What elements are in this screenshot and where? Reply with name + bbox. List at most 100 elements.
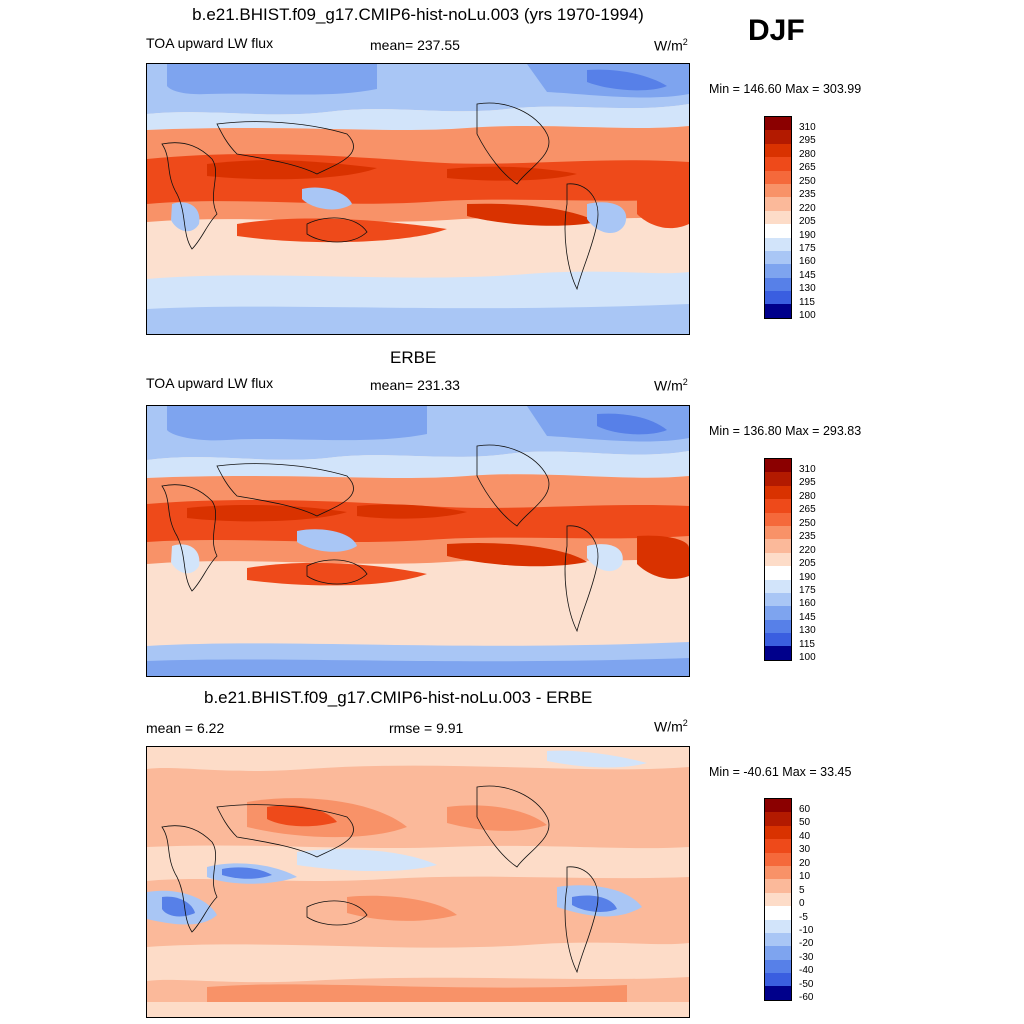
panel-3-colorbar-swatch (765, 812, 791, 826)
panel-2-colorbar-swatch (765, 459, 791, 473)
panel-2-colorbar-swatch (765, 619, 791, 634)
panel-1-colorbar-swatch (765, 304, 791, 318)
panel-3-mean-label: mean = 6.22 (146, 720, 225, 736)
panel-3-rmse-label: rmse = 9.91 (389, 720, 464, 736)
panel-1-colorbar-swatch (765, 170, 791, 184)
panel-2-colorbar-swatch (765, 552, 791, 567)
panel-3-colorbar-swatch (765, 865, 791, 880)
panel-3-colorbar-swatch (765, 919, 791, 933)
colorbar-tick-label: -10 (799, 925, 814, 936)
colorbar-tick-label: 175 (799, 585, 816, 596)
panel-1-colorbar-swatch (765, 250, 791, 265)
panel-3-title: b.e21.BHIST.f09_g17.CMIP6-hist-noLu.003 … (204, 688, 593, 707)
colorbar-tick-label: -5 (799, 912, 808, 923)
panel-2-mean-label: mean= 231.33 (370, 377, 460, 393)
panel-2-colorbar-swatch (765, 472, 791, 486)
panel-1-colorbar-swatch (765, 157, 791, 171)
panel-2-colorbar-swatch (765, 566, 791, 580)
colorbar-tick-label: 145 (799, 612, 816, 623)
panel-1-colorbar-swatch (765, 130, 791, 144)
colorbar-tick-label: 60 (799, 804, 811, 815)
panel-2-variable-label: TOA upward LW flux (146, 375, 274, 391)
colorbar-tick-label: 0 (799, 898, 805, 909)
panel-3-colorbar-swatch (765, 839, 791, 853)
panel-1-colorbar-swatch (765, 197, 791, 211)
colorbar-tick-label: 265 (799, 162, 816, 173)
colorbar-tick-label: -60 (799, 992, 814, 1003)
panel-1-colorbar (764, 116, 792, 319)
panel-3-colorbar-swatch (765, 892, 791, 907)
colorbar-tick-label: -50 (799, 979, 814, 990)
colorbar-tick-label: 220 (799, 203, 816, 214)
panel-2-colorbar-swatch (765, 592, 791, 607)
panel-1-colorbar-swatch (765, 210, 791, 225)
panel-1-colorbar-swatch (765, 237, 791, 251)
panel-3-colorbar-swatch (765, 932, 791, 947)
colorbar-tick-label: 280 (799, 491, 816, 502)
panel-2-units: W/m2 (654, 377, 688, 394)
colorbar-tick-label: 50 (799, 817, 811, 828)
panel-2-title: ERBE (390, 348, 437, 367)
colorbar-tick-label: 175 (799, 243, 816, 254)
panel-3-colorbar-swatch (765, 959, 791, 974)
colorbar-tick-label: 30 (799, 844, 811, 855)
colorbar-tick-label: 295 (799, 135, 816, 146)
colorbar-tick-label: 100 (799, 310, 816, 321)
panel-2-colorbar-swatch (765, 633, 791, 647)
colorbar-tick-label: 5 (799, 885, 805, 896)
colorbar-tick-label: 40 (799, 831, 811, 842)
panel-3-colorbar-swatch (765, 799, 791, 813)
panel-2-colorbar-swatch (765, 606, 791, 620)
panel-1-variable-label: TOA upward LW flux (146, 35, 274, 51)
colorbar-tick-label: -40 (799, 965, 814, 976)
colorbar-tick-label: 265 (799, 504, 816, 515)
panel-1-mean-label: mean= 237.55 (370, 37, 460, 53)
colorbar-tick-label: 295 (799, 477, 816, 488)
colorbar-tick-label: 160 (799, 256, 816, 267)
panel-1-title: b.e21.BHIST.f09_g17.CMIP6-hist-noLu.003 … (192, 5, 644, 24)
colorbar-tick-label: 20 (799, 858, 811, 869)
panel-2-colorbar-swatch (765, 646, 791, 660)
colorbar-tick-label: 205 (799, 558, 816, 569)
panel-1-map (146, 63, 690, 335)
panel-1-colorbar-swatch (765, 143, 791, 158)
season-label: DJF (748, 14, 805, 47)
panel-1-colorbar-swatch (765, 224, 791, 238)
panel-1-colorbar-swatch (765, 183, 791, 198)
panel-2-colorbar-swatch (765, 539, 791, 553)
colorbar-tick-label: 235 (799, 189, 816, 200)
panel-1-minmax: Min = 146.60 Max = 303.99 (709, 82, 862, 96)
panel-2-map (146, 405, 690, 677)
colorbar-tick-label: 280 (799, 149, 816, 160)
panel-3-colorbar-swatch (765, 946, 791, 960)
panel-1-colorbar-swatch (765, 277, 791, 292)
colorbar-tick-label: 205 (799, 216, 816, 227)
colorbar-tick-label: 250 (799, 518, 816, 529)
panel-2-colorbar-swatch (765, 525, 791, 540)
panel-2-colorbar-swatch (765, 485, 791, 500)
colorbar-tick-label: -20 (799, 938, 814, 949)
colorbar-tick-label: 130 (799, 283, 816, 294)
panel-3-colorbar-swatch (765, 879, 791, 893)
colorbar-tick-label: 145 (799, 270, 816, 281)
colorbar-tick-label: 10 (799, 871, 811, 882)
panel-3-colorbar-swatch (765, 986, 791, 1000)
colorbar-tick-label: 235 (799, 531, 816, 542)
colorbar-tick-label: 220 (799, 545, 816, 556)
panel-2-colorbar (764, 458, 792, 661)
panel-3-colorbar-swatch (765, 825, 791, 840)
panel-2-colorbar-swatch (765, 512, 791, 526)
colorbar-tick-label: 250 (799, 176, 816, 187)
colorbar-tick-label: 115 (799, 297, 815, 308)
panel-3-colorbar (764, 798, 792, 1001)
panel-3-colorbar-swatch (765, 852, 791, 866)
colorbar-tick-label: -30 (799, 952, 814, 963)
panel-3-map (146, 746, 690, 1018)
colorbar-tick-label: 190 (799, 230, 816, 241)
panel-1-colorbar-swatch (765, 264, 791, 278)
panel-2-colorbar-swatch (765, 579, 791, 593)
colorbar-tick-label: 160 (799, 598, 816, 609)
panel-1-colorbar-swatch (765, 117, 791, 131)
colorbar-tick-label: 310 (799, 122, 816, 133)
panel-2-minmax: Min = 136.80 Max = 293.83 (709, 424, 862, 438)
